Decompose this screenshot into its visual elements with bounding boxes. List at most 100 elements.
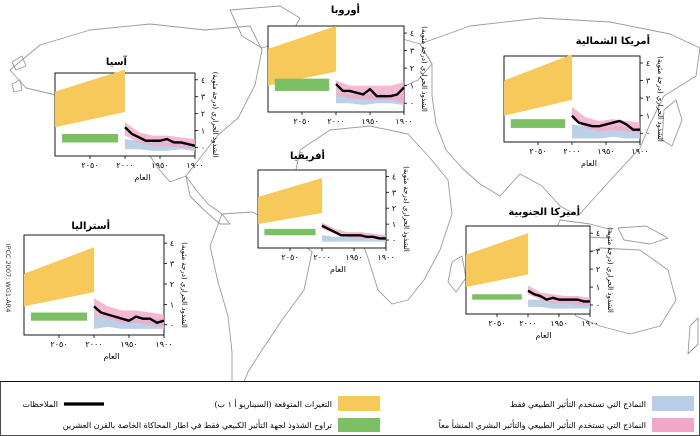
combined-forcing-band <box>336 80 404 104</box>
x-tick-label: ١٩٥٠ <box>550 319 567 328</box>
y-tick-label: ٣ <box>170 260 175 269</box>
observations-line <box>571 114 640 131</box>
copyright-text: IPCC 2007: WG1-AR4 <box>4 244 12 313</box>
x-tick-label: ٢٠٥٠ <box>50 340 67 349</box>
observations-line <box>93 305 165 324</box>
y-tick-label: ٣ <box>646 77 651 86</box>
x-tick-label: ٢٠٠٠ <box>313 253 330 262</box>
y-tick-label: ٣ <box>392 188 397 197</box>
y-tick-label: ٤ <box>392 172 396 181</box>
x-axis-label: العام <box>104 352 120 361</box>
projection-range <box>504 54 572 116</box>
legend-swatch-natural <box>652 396 694 411</box>
x-tick-label: ٢٠٥٠ <box>81 161 98 170</box>
y-tick-label: ١ <box>201 127 205 136</box>
x-tick-label: ٢٠٠٠ <box>519 319 536 328</box>
x-tick-label: ٢٠٥٠ <box>281 253 298 262</box>
y-tick-label: ١ <box>646 112 650 121</box>
attribution-range <box>31 312 87 321</box>
x-axis-label: العام <box>581 159 597 168</box>
y-tick-label: ٠ <box>170 321 174 330</box>
legend-label-combined: النماذج التي تستخدم التأثير الطبيعي والت… <box>438 419 646 430</box>
legend-label-projection: التغيرات المتوقعة (السيناريو أ ١ ب) <box>214 399 332 409</box>
x-tick-label: ٢٠٠٠ <box>85 340 102 349</box>
x-tick-label: ٢٠٥٠ <box>293 117 310 126</box>
y-axis-label: الشذوذ الحراري (درجة مئوية) <box>180 242 188 328</box>
panel-australia: ١٩٠٠ ١٩٥٠ ٢٠٠٠ ٢٠٥٠ ٠ ١ ٢ ٣ ٤ الشذوذ الحراري (درج… <box>23 219 188 361</box>
panel-title: أوروبا <box>331 3 360 16</box>
projection-range <box>268 26 336 86</box>
combined-forcing-band <box>572 106 640 134</box>
observations-line <box>335 83 405 98</box>
y-tick-label: ٠ <box>646 129 650 138</box>
x-tick-label: ٢٠٠٠ <box>327 117 344 126</box>
y-tick-label: ١ <box>410 82 414 91</box>
y-tick-label: ٢ <box>596 265 600 274</box>
attribution-range <box>62 133 118 143</box>
projection-range <box>466 233 528 288</box>
legend-label-natural: النماذج التي تستخدم التأثير الطبيعي فقط <box>510 398 646 409</box>
y-tick-label: ٣ <box>410 47 415 56</box>
x-tick-label: ١٩٥٠ <box>361 117 378 126</box>
x-tick-label: ١٩٠٠ <box>186 161 203 170</box>
y-tick-label: ١ <box>392 220 396 229</box>
attribution-range <box>472 294 522 300</box>
panel-south-america: ١٩٠٠ ١٩٥٠ ٢٠٠٠ ٢٠٥٠ ٠ ١ ٢ ٣ ٤ الشذوذ الحراري (درج… <box>465 205 614 340</box>
y-tick-label: ٣ <box>596 247 601 256</box>
panel-title: أميركا الجنوبية <box>508 205 580 218</box>
y-tick-label: ١ <box>170 300 174 309</box>
y-tick-label: ٠ <box>410 99 414 108</box>
legend-swatch-attribution <box>338 418 380 432</box>
y-tick-label: ٤ <box>201 76 205 85</box>
y-tick-label: ٠ <box>201 144 205 153</box>
y-axis-label: الشذوذ الحراري (درجة مئوية) <box>420 26 428 112</box>
projection-range <box>258 177 322 225</box>
x-axis-label: العام <box>135 173 151 182</box>
panel-africa: ١٩٠٠ ١٩٥٠ ٢٠٠٠ ٢٠٥٠ ٠ ١ ٢ ٣ ٤ الشذوذ الحراري (درج… <box>257 149 410 274</box>
x-tick-label: ١٩٥٠ <box>151 161 168 170</box>
y-tick-label: ٢ <box>646 94 650 103</box>
y-tick-label: ٢ <box>410 64 414 73</box>
y-tick-label: ٤ <box>410 29 414 38</box>
observations-line <box>527 289 590 303</box>
panel-asia: ١٩٠٠ ١٩٥٠ ٢٠٠٠ ٢٠٥٠ ٠ ١ ٢ ٣ ٤ الشذوذ الحراري (درج… <box>54 55 219 182</box>
x-tick-label: ١٩٠٠ <box>395 117 412 126</box>
y-axis-label: الشذوذ الحراري (درجة مئوية) <box>656 56 664 142</box>
projection-range <box>55 69 125 128</box>
attribution-range <box>274 78 330 91</box>
x-tick-label: ١٩٥٠ <box>345 253 362 262</box>
y-tick-label: ٤ <box>596 229 600 238</box>
x-tick-label: ٢٠٠٠ <box>116 161 133 170</box>
legend-label-attribution: تراوح الشذوذ لجهة التأثير الكبيعي فقط في… <box>63 419 332 430</box>
y-tick-label: ٠ <box>596 301 600 310</box>
legend: النماذج التي تستخدم التأثير الطبيعي فقط … <box>0 381 700 436</box>
x-tick-label: ٢٠٥٠ <box>488 319 505 328</box>
legend-swatch-projection <box>338 396 380 411</box>
y-axis-label: الشذوذ الحراري (درجة مئوية) <box>606 227 614 313</box>
legend-label-observations: الملاحظات <box>22 400 58 409</box>
x-tick-label: ٢٠٠٠ <box>563 147 580 156</box>
observations-line <box>321 224 386 240</box>
attribution-range <box>264 228 316 236</box>
panel-north-america: ١٩٠٠ ١٩٥٠ ٢٠٠٠ ٢٠٥٠ ٠ ١ ٢ ٣ ٤ الشذوذ الحراري (درج… <box>503 34 664 168</box>
y-tick-label: ٠ <box>392 236 396 245</box>
panel-title: أستراليا <box>71 219 110 232</box>
x-axis-label: العام <box>536 331 552 340</box>
x-tick-label: ١٩٥٠ <box>597 147 614 156</box>
x-axis-label: العام <box>330 265 346 274</box>
y-tick-label: ٤ <box>646 59 650 68</box>
attribution-range <box>510 119 566 128</box>
x-tick-label: ١٩٠٠ <box>155 340 172 349</box>
x-tick-label: ١٩٠٠ <box>581 319 598 328</box>
panel-title: آسيا <box>106 55 128 68</box>
x-tick-label: ١٩٠٠ <box>631 147 648 156</box>
x-tick-label: ١٩٥٠ <box>120 340 137 349</box>
observations-line <box>124 126 196 148</box>
y-axis-label: الشذوذ الحراري (درجة مئوية) <box>211 72 219 158</box>
legend-swatch-combined <box>652 418 694 432</box>
y-tick-label: ٢ <box>201 110 205 119</box>
y-tick-label: ٣ <box>201 93 206 102</box>
projection-range <box>24 247 94 307</box>
